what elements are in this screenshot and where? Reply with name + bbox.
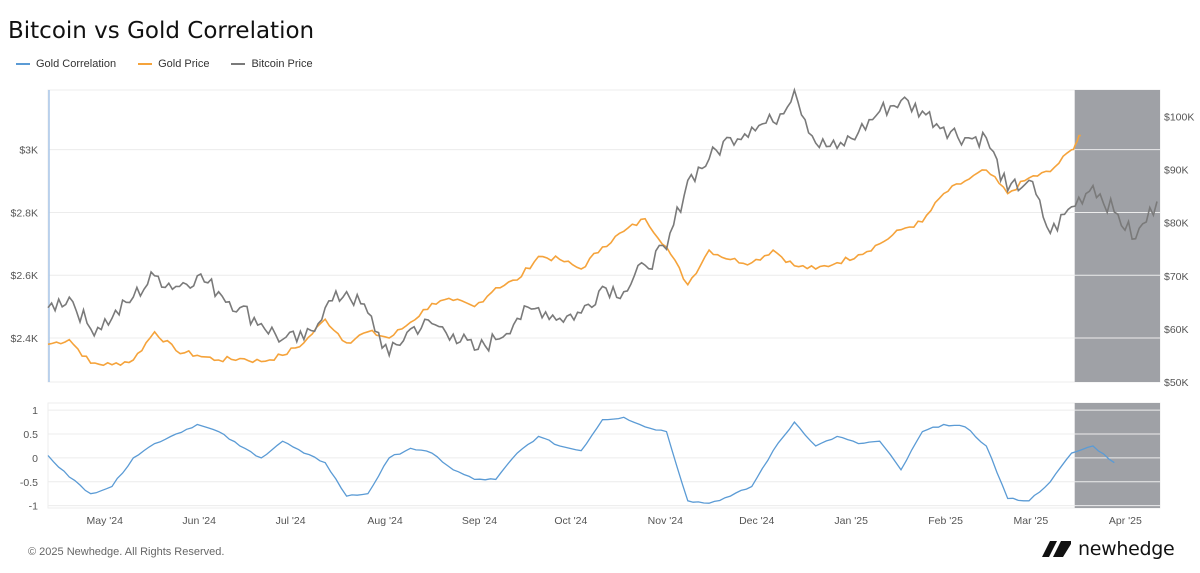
- legend-label: Bitcoin Price: [251, 58, 313, 70]
- x-tick-label: Aug '24: [367, 515, 402, 527]
- y-right-tick-label: $70K: [1164, 271, 1189, 283]
- y-left-tick-label: $2.4K: [11, 333, 38, 345]
- y-left-tick-label: $3K: [19, 145, 38, 157]
- y-right-tick-label: $60K: [1164, 324, 1189, 336]
- x-tick-label: Nov '24: [648, 515, 683, 527]
- y-right-tick-label: $100K: [1164, 112, 1194, 124]
- correlation-panel: 1 0.5 0 -0.5 -1: [20, 402, 1161, 513]
- legend: Gold Correlation Gold Price Bitcoin Pric…: [16, 58, 313, 70]
- legend-swatch: [231, 63, 246, 65]
- y-correlation-tick-label: 0: [32, 453, 38, 465]
- x-tick-label: May '24: [87, 515, 124, 527]
- x-tick-label: Jan '25: [834, 515, 868, 527]
- y-left-tick-label: $2.8K: [11, 207, 38, 219]
- y-correlation-tick-label: 1: [32, 405, 38, 417]
- series-line-gold-correlation[interactable]: [47, 416, 1115, 504]
- x-tick-label: Apr '25: [1109, 515, 1142, 527]
- y-left-tick-label: $2.6K: [11, 270, 38, 282]
- chart-title: Bitcoin vs Gold Correlation: [8, 18, 315, 44]
- legend-swatch: [16, 63, 30, 65]
- legend-swatch: [138, 63, 153, 65]
- y-right-tick-label: $90K: [1164, 165, 1189, 177]
- legend-label: Gold Correlation: [36, 58, 117, 70]
- y-right-tick-label: $80K: [1164, 218, 1189, 230]
- correlation-panel-frame: [47, 402, 1161, 509]
- x-tick-label: Sep '24: [462, 515, 497, 527]
- shaded-region: [1074, 403, 1160, 508]
- brand-logo[interactable]: newhedge: [1042, 538, 1175, 560]
- series-line-gold-price[interactable]: [47, 134, 1081, 367]
- y-correlation-tick-label: -1: [29, 501, 38, 513]
- brand-name: newhedge: [1078, 538, 1175, 560]
- x-tick-label: Feb '25: [928, 515, 963, 527]
- x-tick-label: Jun '24: [182, 515, 216, 527]
- legend-item-gold-price[interactable]: Gold Price: [138, 58, 209, 70]
- x-tick-label: Oct '24: [554, 515, 587, 527]
- x-tick-label: Mar '25: [1014, 515, 1049, 527]
- x-tick-label: Jul '24: [276, 515, 306, 527]
- series-line-bitcoin-price[interactable]: [47, 87, 1158, 359]
- x-axis: May '24 Jun '24 Jul '24 Aug '24 Sep '24 Oct '…: [87, 515, 1142, 527]
- price-panel: $2.4K $2.6K $2.8K $3K $50K $60K $70K $80K $90K $1…: [11, 87, 1194, 389]
- legend-item-bitcoin-price[interactable]: Bitcoin Price: [231, 58, 313, 70]
- legend-label: Gold Price: [158, 58, 210, 70]
- newhedge-logo-icon: [1042, 541, 1071, 557]
- y-correlation-tick-label: 0.5: [23, 429, 38, 441]
- y-right-tick-label: $50K: [1164, 377, 1189, 389]
- y-correlation-tick-label: -0.5: [20, 477, 38, 489]
- legend-item-gold-correlation[interactable]: Gold Correlation: [16, 58, 116, 70]
- copyright-text: © 2025 Newhedge. All Rights Reserved.: [28, 546, 225, 558]
- shaded-region: [1074, 90, 1160, 382]
- x-tick-label: Dec '24: [739, 515, 774, 527]
